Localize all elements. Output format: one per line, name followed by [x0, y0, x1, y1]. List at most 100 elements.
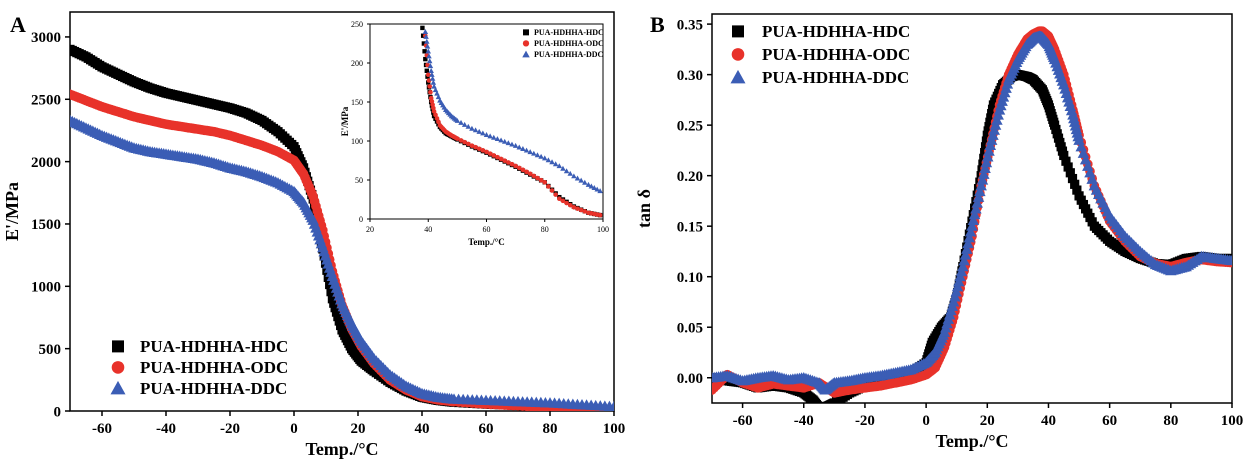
chart-a-inset-point-pua-hdhha-odc [491, 153, 497, 158]
chart-a-x-tick-label: -20 [220, 421, 240, 437]
panel-label-b: B [650, 12, 665, 37]
chart-a-x-axis-label: Temp./°C [305, 439, 378, 459]
chart-a-inset-point-pua-hdhha-ddc [426, 53, 432, 59]
chart-b-y-tick-label: 0.05 [677, 320, 703, 336]
chart-a-inset-point-pua-hdhha-ddc [469, 125, 475, 131]
chart-a-inset-point-pua-hdhha-ddc [574, 175, 581, 181]
chart-b-point-pua-hdhha-hdc [1067, 173, 1078, 184]
chart-a-inset-point-pua-hdhha-ddc [505, 140, 512, 146]
chart-a-inset-y-axis-label: E'/MPa [340, 106, 350, 136]
chart-a-inset-point-pua-hdhha-odc [535, 175, 540, 181]
chart-b-x-tick-label: -60 [733, 413, 753, 429]
chart-a-inset-point-pua-hdhha-ddc [425, 48, 431, 54]
chart-a-inset-point-pua-hdhha-ddc [594, 186, 600, 192]
chart-a-inset-point-pua-hdhha-ddc [498, 137, 504, 143]
chart-a-inset-point-pua-hdhha-ddc [480, 130, 486, 136]
chart-a-inset-point-pua-hdhha-odc [465, 141, 471, 147]
chart-b-point-pua-hdhha-hdc [818, 402, 828, 403]
chart-a-inset-data-marks [420, 25, 603, 218]
chart-a-y-tick-label: 1500 [31, 217, 61, 233]
chart-a-inset-point-pua-hdhha-ddc [423, 33, 429, 39]
chart-a-plot-frame [69, 11, 615, 412]
chart-a-inset-point-pua-hdhha-ddc [542, 155, 548, 161]
chart-a-inset-point-pua-hdhha-ddc [461, 121, 468, 127]
chart-a-inset-point-pua-hdhha-ddc [549, 159, 555, 165]
chart-a-inset-point-pua-hdhha-odc [564, 200, 569, 206]
chart-a-inset: 20 40 60 80 100 0 50 100 150 200 250 Temp./°C E'/MPa… [340, 20, 609, 247]
chart-a-inset-point-pua-hdhha-odc [426, 78, 432, 83]
chart-b-point-pua-hdhha-ddc [983, 145, 995, 156]
chart-a-inset-point-pua-hdhha-odc [462, 139, 467, 145]
chart-a-inset-point-pua-hdhha-odc [538, 177, 544, 183]
chart-b-legend-label-pua-hdhha-ddc: PUA-HDHHA-DDC [762, 68, 909, 87]
chart-b-point-pua-hdhha-hdc [817, 402, 827, 403]
chart-a-inset-point-pua-hdhha-odc [549, 188, 555, 193]
chart-b-x-tick-label: -20 [855, 413, 875, 429]
chart-a-inset-point-pua-hdhha-ddc [429, 75, 436, 81]
chart-a-inset-point-pua-hdhha-odc [425, 62, 430, 68]
chart-a-inset-point-pua-hdhha-ddc [424, 43, 431, 49]
chart-b-y-tick-label: 0.10 [677, 270, 703, 286]
chart-a-inset-x-axis-label: Temp./°C [468, 237, 505, 247]
chart-b-x-tick-label: 40 [1041, 413, 1056, 429]
chart-a-inset-point-pua-hdhha-hdc [423, 56, 428, 62]
chart-a-inset-legend-label-pua-hdhha-odc: PUA-HDHHA-ODC [534, 39, 604, 48]
chart-a-y-tick-label: 2500 [31, 93, 61, 109]
chart-a-inset-x-tick-label: 20 [366, 225, 374, 234]
chart-b-y-tick-label: 0.15 [677, 219, 703, 235]
chart-a-x-tick-label: 20 [351, 421, 366, 437]
chart-a-inset-point-pua-hdhha-odc [557, 196, 562, 202]
chart-a-y-axis-label: E'/MPa [2, 182, 22, 241]
chart-a-inset-point-pua-hdhha-odc [458, 138, 464, 143]
chart-a-inset-point-pua-hdhha-odc [436, 119, 441, 125]
chart-a-inset-point-pua-hdhha-hdc [420, 25, 425, 31]
chart-a-inset-point-pua-hdhha-odc [502, 158, 508, 164]
chart-a-data-marks [70, 44, 614, 411]
chart-b-y-axis-label: tan δ [634, 189, 654, 228]
chart-a: -60 -40 -20 0 20 40 60 80 1000500100015002000250… [2, 11, 625, 459]
chart-b-point-pua-hdhha-ddc [979, 162, 991, 174]
chart-a-inset-point-pua-hdhha-ddc [458, 119, 464, 125]
chart-a-inset-point-pua-hdhha-ddc [428, 68, 434, 73]
chart-b-point-pua-hdhha-hdc [1063, 162, 1073, 172]
chart-b-point-pua-hdhha-ddc [958, 255, 970, 266]
chart-a-inset-point-pua-hdhha-odc [498, 156, 504, 162]
chart-a-inset-point-pua-hdhha-ddc [430, 79, 437, 85]
chart-a-inset-point-pua-hdhha-odc [506, 160, 511, 165]
chart-a-inset-point-pua-hdhha-ddc [527, 149, 533, 155]
chart-a-inset-point-pua-hdhha-ddc [476, 128, 482, 134]
chart-b-y-tick-label: 0.30 [677, 68, 703, 84]
chart-b-point-pua-hdhha-ddc [976, 174, 989, 185]
chart-a-inset-point-pua-hdhha-odc [553, 192, 558, 197]
chart-b-x-tick-label: 0 [922, 413, 930, 429]
chart-a-inset-point-pua-hdhha-odc [476, 146, 482, 152]
chart-a-inset-point-pua-hdhha-odc [571, 204, 577, 210]
chart-a-inset-point-pua-hdhha-odc [509, 161, 515, 167]
chart-a-legend-label-pua-hdhha-hdc: PUA-HDHHA-HDC [140, 337, 288, 356]
chart-b-x-axis-label: Temp./°C [935, 431, 1008, 451]
chart-a-inset-point-pua-hdhha-ddc [424, 38, 430, 44]
chart-b-point-pua-hdhha-ddc [963, 231, 976, 243]
chart-a-x-tick-label: 0 [290, 421, 298, 437]
chart-a-inset-point-pua-hdhha-ddc [429, 71, 435, 77]
chart-a-point-pua-hdhha-hdc [323, 272, 333, 283]
chart-a-inset-x-tick-label: 60 [483, 225, 491, 234]
chart-a-legend: PUA-HDHHA-HDC PUA-HDHHA-ODC PUA-HDHHA-DDC [110, 337, 288, 398]
chart-b-point-pua-hdhha-ddc [957, 260, 969, 272]
chart-a-inset-point-pua-hdhha-odc [560, 198, 566, 204]
chart-a-inset-point-pua-hdhha-odc [427, 84, 433, 89]
chart-b-point-pua-hdhha-ddc [1226, 254, 1232, 266]
chart-a-inset-legend-marker-pua-hdhha-hdc [523, 29, 529, 36]
chart-b-y-tick-label: 0.00 [677, 371, 703, 387]
chart-a-inset-point-pua-hdhha-ddc [552, 161, 559, 167]
chart-a-inset-point-pua-hdhha-ddc [597, 188, 603, 194]
chart-a-inset-point-pua-hdhha-ddc [538, 153, 544, 159]
chart-a-inset-point-pua-hdhha-ddc [582, 179, 588, 185]
chart-a-inset-point-pua-hdhha-ddc [585, 181, 592, 187]
chart-a-inset-legend-marker-pua-hdhha-odc [522, 40, 530, 47]
chart-a-inset-point-pua-hdhha-odc [428, 89, 433, 95]
chart-a-inset-point-pua-hdhha-ddc [472, 127, 479, 133]
chart-a-inset-point-pua-hdhha-hdc [424, 68, 429, 73]
chart-a-inset-point-pua-hdhha-ddc [591, 185, 598, 190]
chart-b-point-pua-hdhha-ddc [970, 203, 982, 214]
